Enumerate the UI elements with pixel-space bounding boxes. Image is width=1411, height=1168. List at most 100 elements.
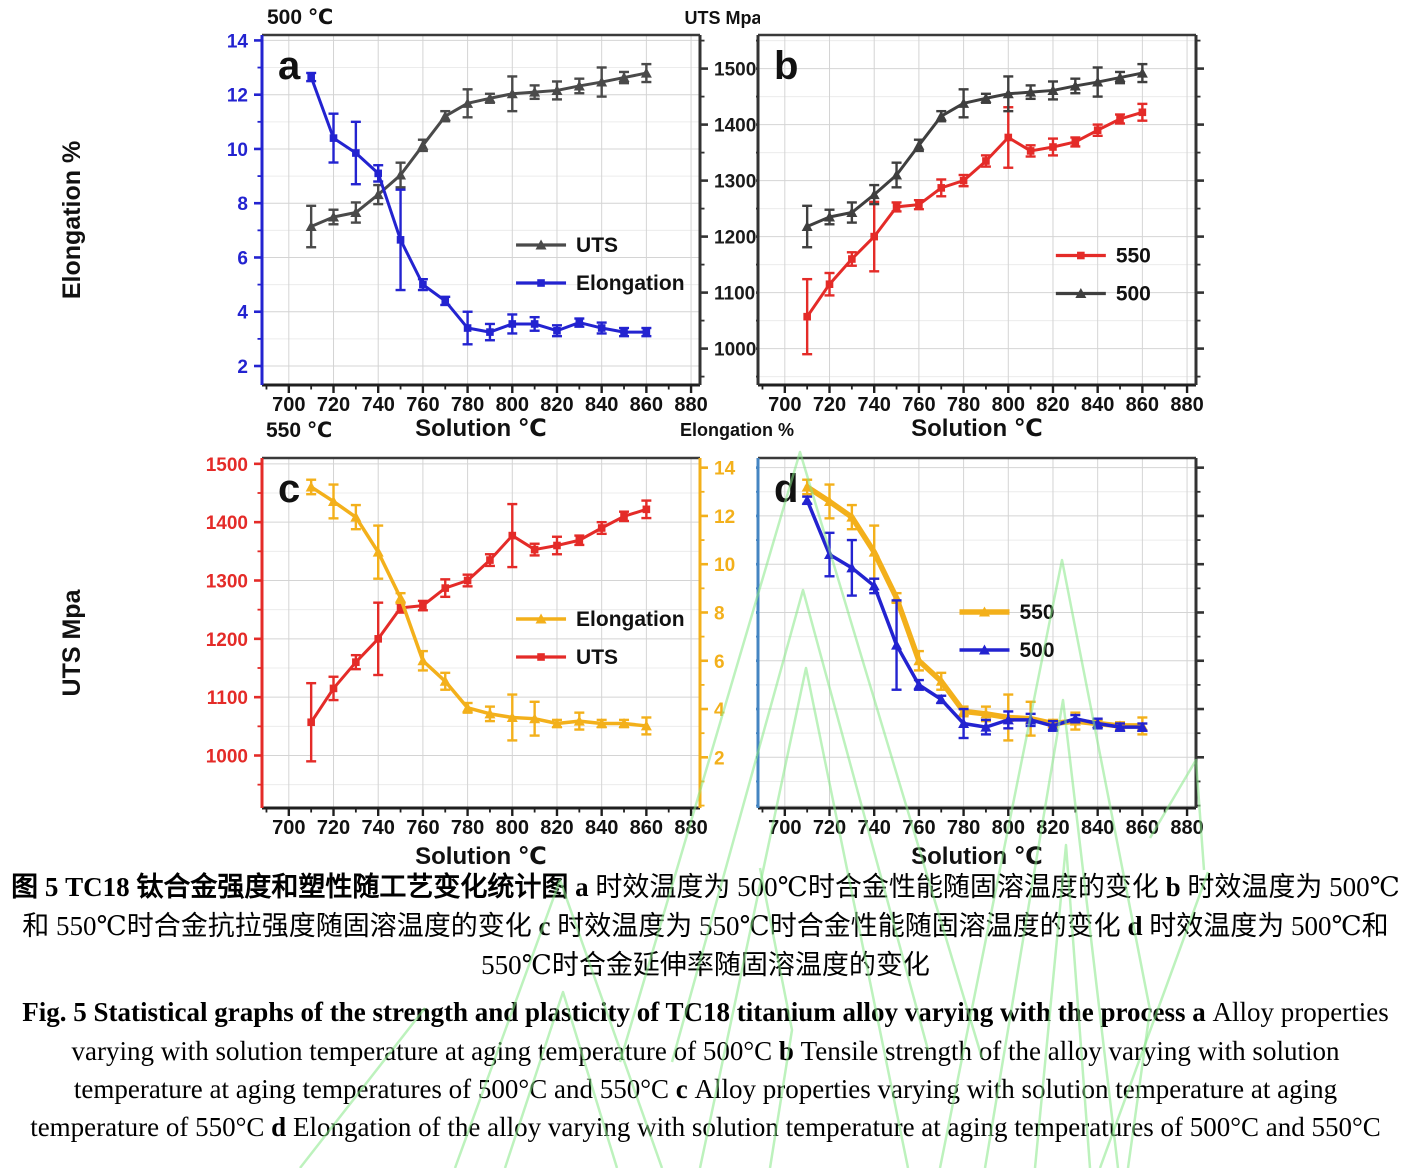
svg-text:700: 700: [272, 817, 305, 839]
svg-text:550: 550: [1116, 245, 1151, 268]
caption-segment: a: [575, 872, 589, 902]
x-axis-title: Solution ℃: [415, 843, 547, 868]
caption-segment: b: [1165, 872, 1181, 902]
panel-letter: d: [774, 467, 798, 511]
svg-text:840: 840: [1081, 394, 1114, 412]
caption-segment: c: [538, 911, 551, 942]
svg-text:720: 720: [813, 817, 846, 839]
caption-english: Fig. 5 Statistical graphs of the strengt…: [0, 993, 1411, 1146]
svg-text:1400: 1400: [206, 513, 248, 534]
svg-text:2: 2: [714, 748, 725, 769]
svg-text:1100: 1100: [714, 284, 755, 305]
panel-d-elongation-axis-header: Elongation %: [680, 420, 794, 440]
gridlines: [262, 458, 700, 808]
svg-text:1300: 1300: [714, 172, 756, 193]
panel-a-x-axis-title: Solution ℃: [415, 415, 547, 442]
caption-segment: 时效温度为 550℃时合金性能随固溶温度的变化: [550, 911, 1128, 942]
svg-text:4: 4: [237, 303, 248, 324]
legend: 550 500: [959, 601, 1055, 662]
svg-text:700: 700: [768, 394, 801, 412]
panel-b-chart: 700 720 740 760 780 800 820 840 860 880 b 550 500: [750, 0, 1411, 417]
caption-chinese: 图 5 TC18 钛合金强度和塑性随工艺变化统计图 a 时效温度为 500℃时合…: [0, 868, 1411, 985]
panel-letter: b: [774, 44, 798, 88]
figure-caption: 图 5 TC18 钛合金强度和塑性随工艺变化统计图 a 时效温度为 500℃时合…: [0, 868, 1411, 1147]
svg-text:1300: 1300: [206, 572, 248, 593]
axes: 700 720 740 760 780 800 820 840 860 880 2 4 6 8 10 12 14…: [227, 31, 756, 416]
svg-text:780: 780: [947, 394, 980, 412]
panel-letter: a: [278, 44, 301, 88]
svg-text:780: 780: [947, 817, 980, 839]
svg-text:1000: 1000: [206, 747, 248, 768]
panel-a-chart: 700 720 740 760 780 800 820 840 860 880 2 4 6 8 10 12 14…: [0, 0, 762, 417]
svg-text:8: 8: [714, 603, 725, 624]
caption-segment: c: [675, 1074, 695, 1105]
series-550: [802, 102, 1148, 356]
svg-text:Elongation: Elongation: [576, 608, 685, 631]
svg-text:820: 820: [540, 394, 573, 412]
svg-text:800: 800: [496, 394, 529, 412]
axes: 700 720 740 760 780 800 820 840 860 880: [750, 33, 1204, 416]
svg-text:740: 740: [858, 394, 891, 412]
svg-text:550: 550: [1019, 601, 1054, 624]
svg-text:720: 720: [317, 817, 350, 839]
svg-text:1200: 1200: [206, 630, 248, 651]
series-Elongation: [306, 71, 652, 346]
svg-text:10: 10: [714, 555, 735, 576]
series-500: [801, 494, 1148, 740]
panel-letter: c: [278, 467, 300, 511]
svg-text:860: 860: [630, 817, 663, 839]
caption-segment: 图 5 TC18 钛合金强度和塑性随工艺变化统计图: [11, 872, 576, 902]
svg-text:Elongation: Elongation: [576, 272, 685, 295]
svg-text:1500: 1500: [206, 455, 248, 476]
svg-text:1200: 1200: [714, 228, 756, 249]
legend: 550 500: [1055, 245, 1151, 306]
panel-c-aging-temp-header: 550 ℃: [266, 419, 333, 442]
svg-text:6: 6: [237, 248, 248, 269]
svg-text:880: 880: [1170, 394, 1203, 412]
panel-b-x-axis-title: Solution ℃: [911, 415, 1043, 442]
aging-temp-header: 500 ℃: [267, 6, 333, 29]
svg-text:860: 860: [1126, 817, 1159, 839]
svg-text:800: 800: [992, 817, 1025, 839]
svg-text:760: 760: [406, 817, 439, 839]
gridlines: [262, 35, 700, 385]
svg-text:8: 8: [237, 194, 248, 215]
svg-text:12: 12: [227, 86, 248, 107]
caption-segment: 时效温度为 500℃时合金性能随固溶温度的变化: [588, 872, 1166, 902]
svg-text:720: 720: [813, 394, 846, 412]
svg-text:2: 2: [237, 357, 248, 378]
caption-segment: d: [1127, 911, 1143, 942]
svg-text:800: 800: [496, 817, 529, 839]
series-UTS: [305, 62, 652, 249]
svg-text:12: 12: [714, 507, 735, 528]
caption-segment: d: [271, 1112, 293, 1143]
svg-text:840: 840: [585, 394, 618, 412]
svg-text:760: 760: [902, 394, 935, 412]
y-axis-title: UTS Mpa: [58, 588, 86, 696]
caption-segment: b: [778, 1035, 801, 1066]
svg-text:500: 500: [1116, 283, 1151, 306]
axes: 700 720 740 760 780 800 820 840 860 880 1000 1100 12…: [206, 455, 736, 839]
svg-text:500: 500: [1019, 639, 1054, 662]
svg-text:740: 740: [858, 817, 891, 839]
svg-text:14: 14: [227, 31, 249, 52]
svg-text:UTS: UTS: [576, 234, 618, 257]
svg-text:840: 840: [1081, 817, 1114, 839]
caption-segment: Elongation of the alloy varying with sol…: [292, 1112, 1381, 1143]
svg-text:740: 740: [362, 394, 395, 412]
svg-text:6: 6: [714, 652, 725, 673]
svg-text:840: 840: [585, 817, 618, 839]
svg-text:880: 880: [674, 394, 707, 412]
svg-text:1100: 1100: [207, 688, 248, 709]
svg-text:780: 780: [451, 394, 484, 412]
caption-segment: 时效温度为 500℃和 550℃时合金抗拉强度随固溶温度的变化: [22, 872, 1400, 942]
svg-text:880: 880: [674, 817, 707, 839]
series-500: [801, 62, 1148, 249]
panel-d-chart: 700 720 740 760 780 800 820 840 860 880 Solution ℃…: [750, 452, 1411, 873]
y-axis-title: Elongation %: [58, 141, 86, 299]
caption-segment: Fig. 5 Statistical graphs of the strengt…: [22, 997, 1213, 1028]
svg-text:UTS: UTS: [576, 646, 618, 669]
svg-text:700: 700: [768, 817, 801, 839]
svg-text:1400: 1400: [714, 116, 756, 137]
